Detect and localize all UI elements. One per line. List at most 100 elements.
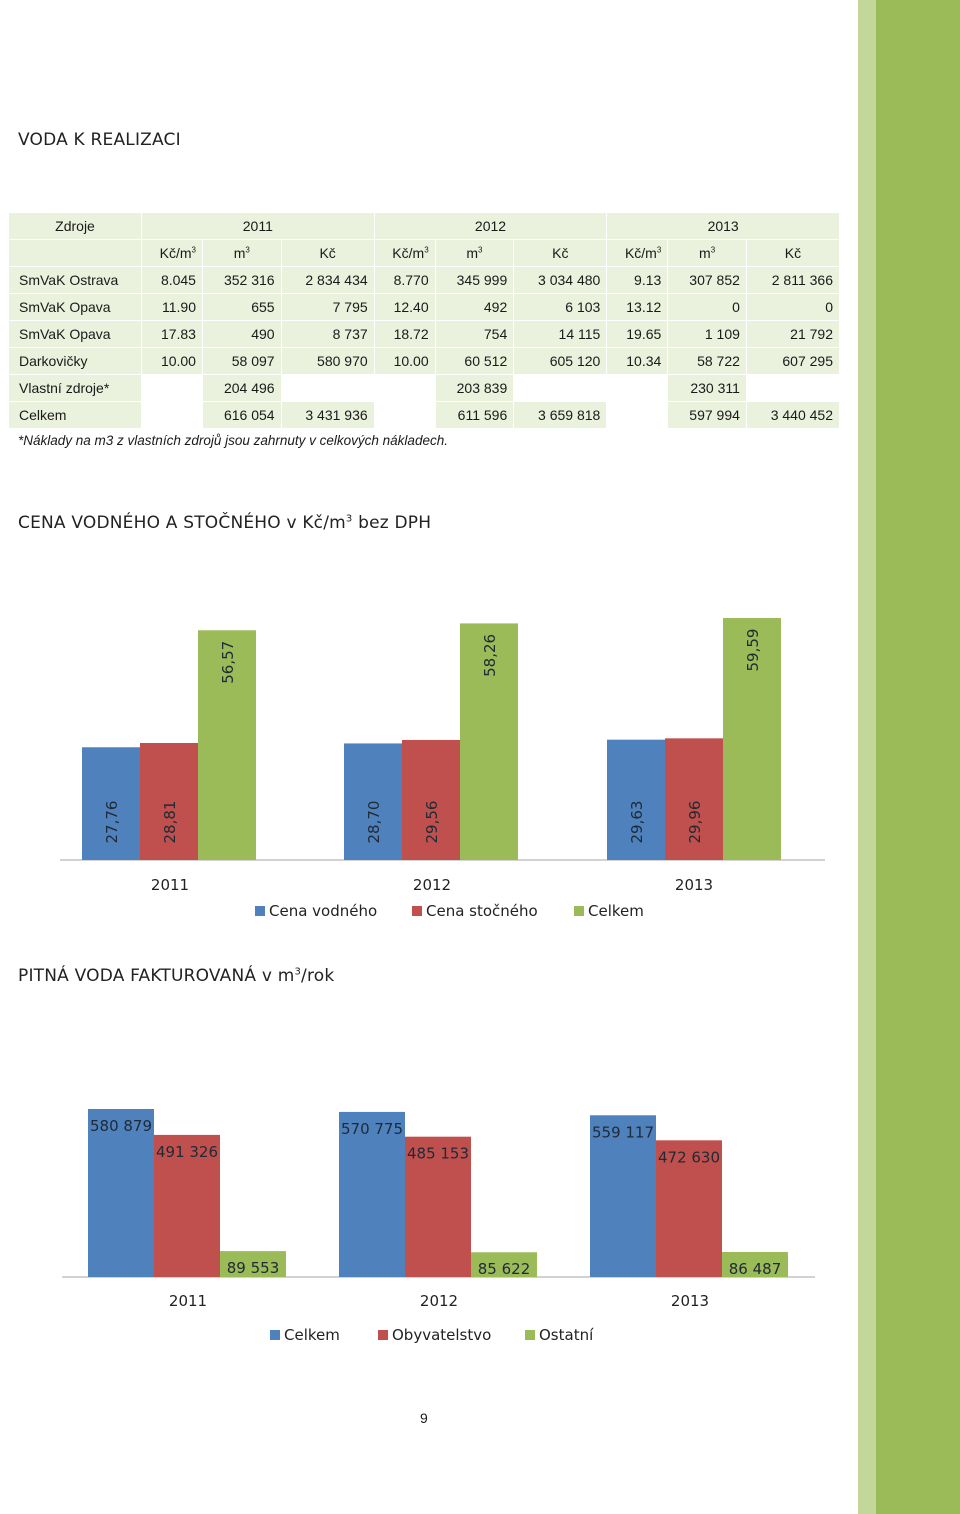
table-row: SmVaK Opava 17.83 490 8 737 18.72 754 14 115 19… [8, 320, 841, 348]
section-title-voda-k-realizaci: VODA K REALIZACI [18, 130, 181, 150]
bar-ostatní [220, 1251, 286, 1277]
bar-cena-stočného [665, 738, 723, 860]
x-axis-label: 2012 [413, 876, 451, 894]
table-row: Vlastní zdroje* 204 496 203 839 230 311 [8, 374, 841, 402]
bar-celkem [88, 1109, 154, 1277]
data-label: 56,57 [219, 641, 237, 684]
table-cell: 8 737 [280, 320, 375, 348]
table-cell: 3 431 936 [280, 401, 375, 429]
bar-obyvatelstvo [405, 1136, 471, 1277]
legend-label: Ostatní [539, 1326, 594, 1344]
data-label: 58,26 [481, 634, 499, 677]
table-cell [141, 401, 203, 429]
table-cell: 492 [434, 293, 515, 321]
unit-header: Kč [745, 239, 841, 267]
row-label: SmVaK Opava [8, 320, 142, 348]
table-cell: 18.72 [373, 320, 436, 348]
bar-celkem [590, 1115, 656, 1277]
data-label: 27,76 [103, 801, 121, 844]
bar-obyvatelstvo [656, 1140, 722, 1277]
row-label: SmVaK Ostrava [8, 266, 142, 294]
unit-header: Kč/m3 [373, 239, 436, 267]
bar-ostatní [722, 1251, 788, 1277]
bar-cena-vodného [82, 747, 140, 860]
table-cell: 11.90 [141, 293, 203, 321]
table-row: SmVaK Ostrava 8.045 352 316 2 834 434 8.770 3… [8, 266, 841, 294]
unit-header: m3 [667, 239, 747, 267]
section-title-pitna-voda: PITNÁ VODA FAKTUROVANÁ v m3/rok [18, 966, 335, 986]
bar-cena-stočného [402, 739, 460, 860]
table-cell: 607 295 [745, 347, 841, 375]
row-label: SmVaK Opava [8, 293, 142, 321]
table-cell: 14 115 [513, 320, 608, 348]
table-cell: 3 659 818 [513, 401, 608, 429]
data-label: 29,56 [423, 801, 441, 844]
table-cell: 60 512 [434, 347, 515, 375]
table-cell: 7 795 [280, 293, 375, 321]
bar-celkem [198, 630, 256, 860]
table-cell: 9.13 [606, 266, 669, 294]
unit-header: m3 [201, 239, 282, 267]
table-cell [373, 374, 436, 402]
table-cell: 13.12 [606, 293, 669, 321]
table-cell: 345 999 [434, 266, 515, 294]
table-cell: 611 596 [434, 401, 515, 429]
table-cell [141, 374, 203, 402]
data-label: 85 622 [478, 1260, 531, 1278]
data-label: 86 487 [729, 1260, 782, 1278]
table-cell: 204 496 [201, 374, 282, 402]
table-cell: 17.83 [141, 320, 203, 348]
page-number: 9 [420, 1410, 428, 1426]
header-units-empty [8, 239, 142, 267]
decorative-stripe-light [858, 0, 876, 1514]
x-axis-label: 2012 [420, 1292, 458, 1310]
table-cell: 8.045 [141, 266, 203, 294]
legend-swatch [525, 1330, 535, 1340]
data-label: 29,96 [686, 801, 704, 844]
data-label: 580 879 [90, 1117, 152, 1135]
water-costs-table: Zdroje 2011 2012 2013 Kč/m3 m3 Kč Kč/m3 … [8, 212, 841, 429]
legend-swatch [378, 1330, 388, 1340]
unit-header: Kč [280, 239, 375, 267]
unit-header: Kč/m3 [606, 239, 669, 267]
table-cell [513, 374, 608, 402]
header-year-2011: 2011 [141, 212, 375, 240]
bar-celkem [339, 1111, 405, 1277]
table-cell: 58 722 [667, 347, 747, 375]
table-cell: 597 994 [667, 401, 747, 429]
bar-ostatní [471, 1252, 537, 1277]
table-cell [373, 401, 436, 429]
bar-obyvatelstvo [154, 1134, 220, 1277]
table-cell: 10.34 [606, 347, 669, 375]
bar-cena-vodného [607, 739, 665, 860]
legend-label: Cena vodného [269, 902, 377, 920]
bar-cena-stočného [140, 743, 198, 860]
table-cell: 19.65 [606, 320, 669, 348]
table-cell: 1 109 [667, 320, 747, 348]
table-cell: 616 054 [201, 401, 282, 429]
table-cell: 605 120 [513, 347, 608, 375]
table-cell: 2 811 366 [745, 266, 841, 294]
unit-header: Kč/m3 [141, 239, 203, 267]
data-label: 59,59 [744, 629, 762, 672]
data-label: 491 326 [156, 1143, 218, 1161]
row-label: Celkem [8, 401, 142, 429]
table-cell: 3 440 452 [745, 401, 841, 429]
price-chart: 27,76 28,70 29,63 28,81 29,56 29,96 56,57 58,26… [60, 618, 825, 920]
table-cell: 6 103 [513, 293, 608, 321]
data-label: 570 775 [341, 1120, 403, 1138]
table-cell: 203 839 [434, 374, 515, 402]
header-year-2012: 2012 [373, 212, 608, 240]
table-cell: 655 [201, 293, 282, 321]
data-label: 472 630 [658, 1148, 720, 1166]
data-label: 29,63 [628, 801, 646, 844]
volume-chart: 580 879 570 775 559 117 491 326 485 153 472 6… [62, 1109, 815, 1344]
table-header-units: Kč/m3 m3 Kč Kč/m3 m3 Kč Kč/m3 m3 Kč [8, 239, 841, 267]
table-cell: 21 792 [745, 320, 841, 348]
table-cell: 12.40 [373, 293, 436, 321]
table-cell: 754 [434, 320, 515, 348]
table-cell: 10.00 [373, 347, 436, 375]
table-header-years: Zdroje 2011 2012 2013 [8, 212, 840, 240]
legend-swatch [270, 1330, 280, 1340]
legend-swatch [255, 906, 265, 916]
